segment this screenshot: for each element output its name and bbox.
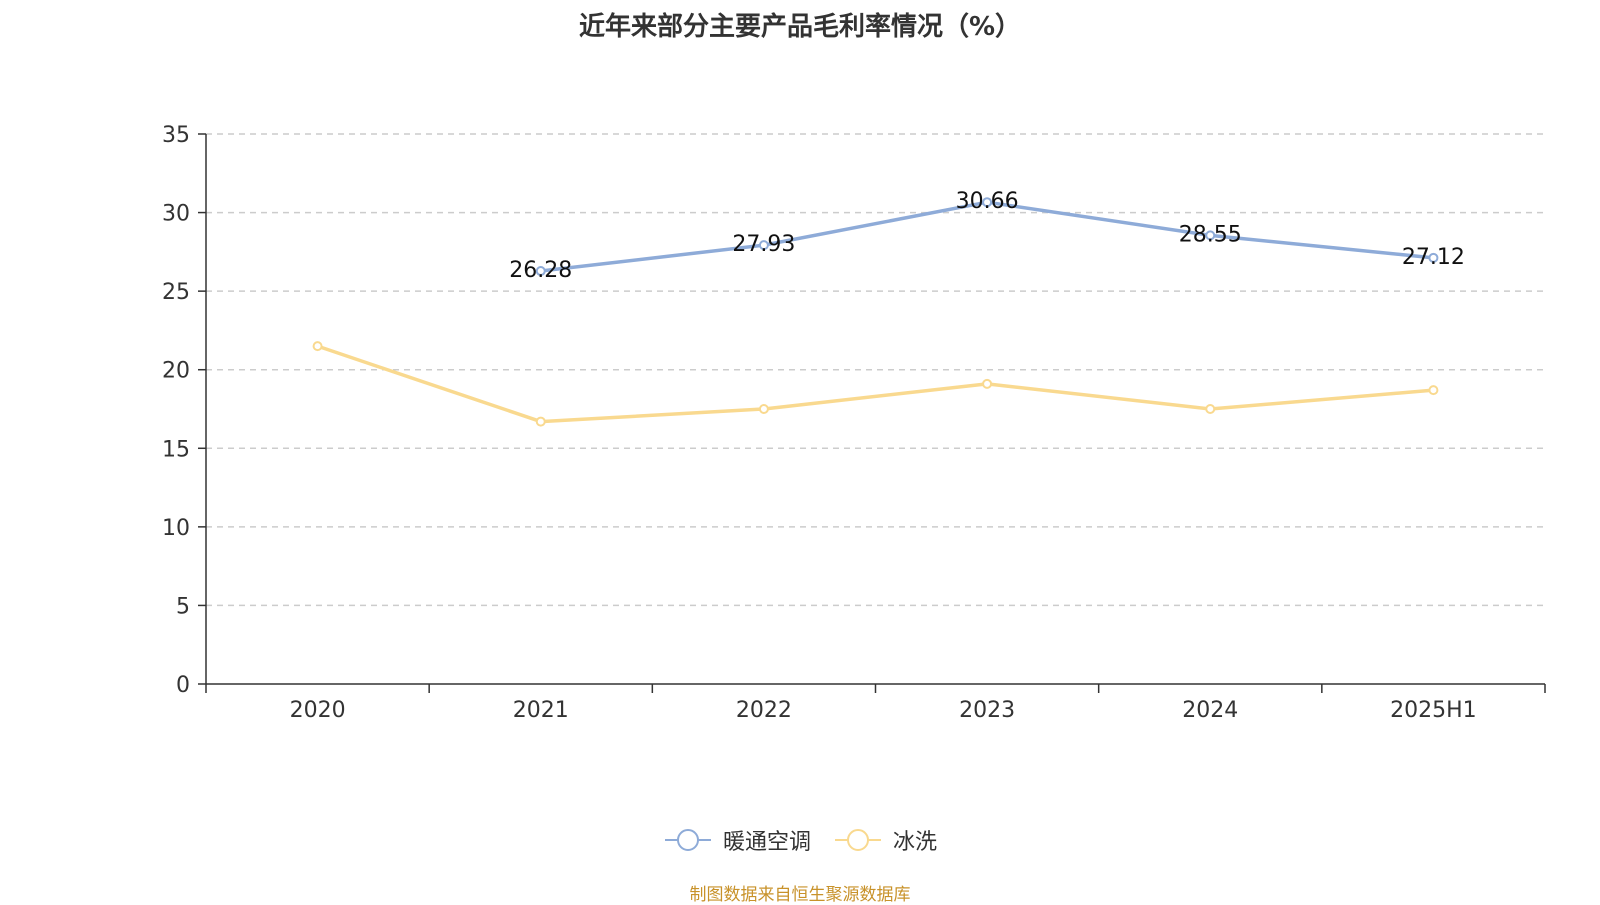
data-label-0: 26.28 [509, 258, 572, 283]
series-1-point [982, 378, 993, 389]
legend-swatch-0 [664, 829, 711, 851]
chart-title: 近年来部分主要产品毛利率情况（%） [578, 12, 1022, 42]
x-tick-label: 2020 [290, 698, 346, 723]
data-label-0: 27.93 [732, 232, 795, 257]
legend-swatch-1 [835, 829, 881, 851]
grid-lines [206, 133, 1545, 607]
y-tick-label: 5 [176, 594, 190, 619]
y-tick-label: 25 [162, 280, 190, 305]
series-1-point [312, 341, 323, 352]
y-tick-label: 0 [176, 673, 190, 698]
x-tick-label: 2025H1 [1390, 698, 1477, 723]
x-tick-label: 2023 [959, 698, 1015, 723]
x-tick-label: 2021 [513, 698, 569, 723]
y-tick-label: 20 [162, 359, 190, 384]
y-tick-label: 30 [162, 202, 190, 227]
source-note: 制图数据来自恒生聚源数据库 [689, 885, 911, 905]
legend-label-1: 冰洗 [893, 830, 938, 855]
legend: 暖通空调 冰洗 [0, 824, 1600, 856]
series-0-point [982, 197, 993, 208]
series-0-point [1205, 230, 1216, 241]
series-0-point [535, 266, 546, 277]
series-0-point [1428, 252, 1439, 263]
legend-item-1[interactable]: 冰洗 [833, 824, 937, 856]
x-tick-label: 2022 [736, 698, 792, 723]
series-line-1 [317, 344, 1434, 424]
x-tick-label: 2024 [1182, 698, 1238, 723]
series-0-point [758, 240, 769, 251]
legend-item-0[interactable]: 暖通空调 [663, 824, 811, 856]
series-1-point [758, 404, 769, 414]
data-labels: 26.28 27.93 30.66 28.55 27.12 [509, 189, 1465, 283]
series-1-point [1428, 385, 1439, 396]
y-tick-label: 15 [162, 437, 190, 462]
series-1-point [1205, 404, 1216, 414]
axes: 0 5 10 15 20 25 30 35 2020 2021 2022 2023 2024 2025H1 [162, 123, 1546, 723]
data-label-0: 30.66 [956, 189, 1019, 214]
data-label-0: 27.12 [1402, 245, 1465, 270]
legend-label-0: 暖通空调 [722, 830, 811, 855]
y-tick-label: 10 [162, 516, 190, 541]
data-label-0: 28.55 [1179, 222, 1242, 247]
series-1-point [535, 416, 546, 427]
series-lines [312, 197, 1439, 427]
y-tick-label: 35 [162, 123, 190, 148]
